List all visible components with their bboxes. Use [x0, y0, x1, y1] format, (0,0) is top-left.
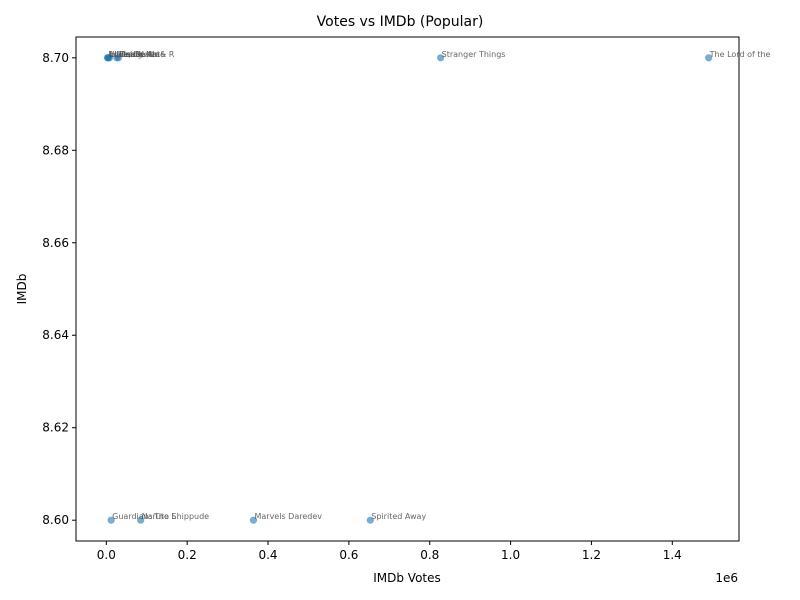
point-label: Naruto Shippude: [142, 512, 209, 521]
point-label: Jujutsu K: [108, 50, 145, 59]
y-tick-label: 8.66: [42, 236, 69, 250]
x-tick-label: 0.6: [339, 548, 358, 562]
point-label: Marvels Daredev: [254, 512, 322, 521]
x-tick-label: 0.4: [258, 548, 277, 562]
point-label: Stranger Things: [442, 50, 506, 59]
y-tick-label: 8.70: [42, 51, 69, 65]
x-tick-label: 0.0: [97, 548, 116, 562]
point-label: Death Note: [119, 50, 165, 59]
x-tick-label: 1.0: [501, 548, 520, 562]
data-point: [705, 54, 713, 62]
x-tick-label: 1.4: [663, 548, 682, 562]
plot-frame: [75, 36, 740, 542]
x-axis-offset-label: 1e6: [715, 571, 738, 585]
point-labels-layer: The Lord of the Stranger Things Spirited A…: [108, 50, 771, 521]
data-point: [107, 516, 115, 524]
y-axis-title: IMDb: [15, 274, 29, 305]
points-layer: [103, 54, 713, 524]
point-label: Spirited Away: [371, 512, 426, 521]
x-tick-label: 0.2: [178, 548, 197, 562]
point-label: The Seven: [117, 50, 160, 59]
point-label: Guardian: The L: [112, 512, 176, 521]
data-point: [104, 54, 112, 62]
point-label: Love, Death & R: [109, 50, 174, 59]
data-point: [437, 54, 445, 62]
data-point: [113, 54, 121, 62]
y-tick-label: 8.62: [42, 421, 69, 435]
x-axis-title: IMDb Votes: [373, 571, 441, 585]
data-point: [366, 516, 374, 524]
chart-title: Votes vs IMDb (Popular): [317, 14, 484, 30]
data-point: [249, 516, 258, 524]
y-axis: 8.60 8.62 8.64 8.66 8.68 8.70: [42, 51, 76, 527]
y-tick-label: 8.68: [42, 143, 69, 157]
point-label: Ultraman Ne: [109, 50, 160, 59]
point-label: The Lord of the: [709, 50, 771, 59]
y-tick-label: 8.64: [42, 328, 69, 342]
y-tick-label: 8.60: [42, 513, 69, 527]
point-label: Hellsing: [111, 50, 143, 59]
x-tick-label: 1.2: [582, 548, 601, 562]
x-tick-label: 0.8: [420, 548, 439, 562]
x-axis: 0.0 0.2 0.4 0.6 0.8 1.0 1.2 1.4: [97, 541, 682, 562]
data-point: [137, 516, 145, 524]
